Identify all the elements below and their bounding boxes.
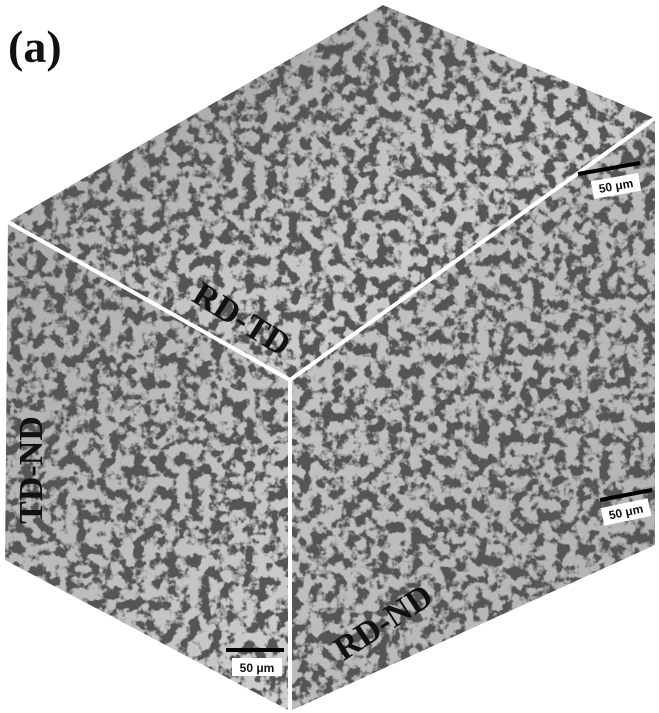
panel-label: (a)	[8, 21, 62, 72]
face-label: TD-ND	[13, 416, 50, 524]
scale-bar-label: 50 μm	[240, 661, 275, 675]
figure: (a) RD-TD TD-ND RD-ND 50 μm 50 μm 50 μm	[0, 0, 659, 713]
page: (a) RD-TD TD-ND RD-ND 50 μm 50 μm 50 μm …	[0, 0, 659, 713]
